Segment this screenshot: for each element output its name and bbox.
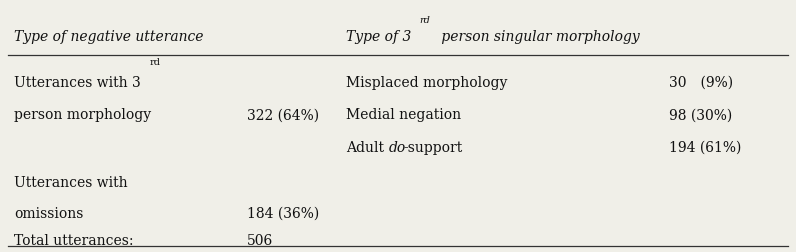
Text: Medial negation: Medial negation: [346, 108, 462, 122]
Text: 506: 506: [247, 234, 273, 248]
Text: do: do: [388, 141, 406, 155]
Text: Utterances with: Utterances with: [14, 176, 128, 191]
Text: Type of 3: Type of 3: [346, 30, 412, 44]
Text: 194 (61%): 194 (61%): [669, 141, 741, 155]
Text: Utterances with 3: Utterances with 3: [14, 76, 141, 90]
Text: -support: -support: [404, 141, 462, 155]
Text: 322 (64%): 322 (64%): [247, 108, 319, 122]
Text: 98 (30%): 98 (30%): [669, 108, 732, 122]
Text: Total utterances:: Total utterances:: [14, 234, 134, 248]
Text: rd: rd: [150, 58, 161, 67]
Text: Misplaced morphology: Misplaced morphology: [346, 76, 508, 90]
Text: 30  (9%): 30 (9%): [669, 76, 733, 90]
Text: Type of negative utterance: Type of negative utterance: [14, 30, 204, 44]
Text: person singular morphology: person singular morphology: [437, 30, 640, 44]
Text: person morphology: person morphology: [14, 108, 151, 122]
Text: Adult: Adult: [346, 141, 388, 155]
Text: 184 (36%): 184 (36%): [247, 207, 319, 221]
Text: omissions: omissions: [14, 207, 84, 221]
Text: rd: rd: [419, 16, 431, 25]
